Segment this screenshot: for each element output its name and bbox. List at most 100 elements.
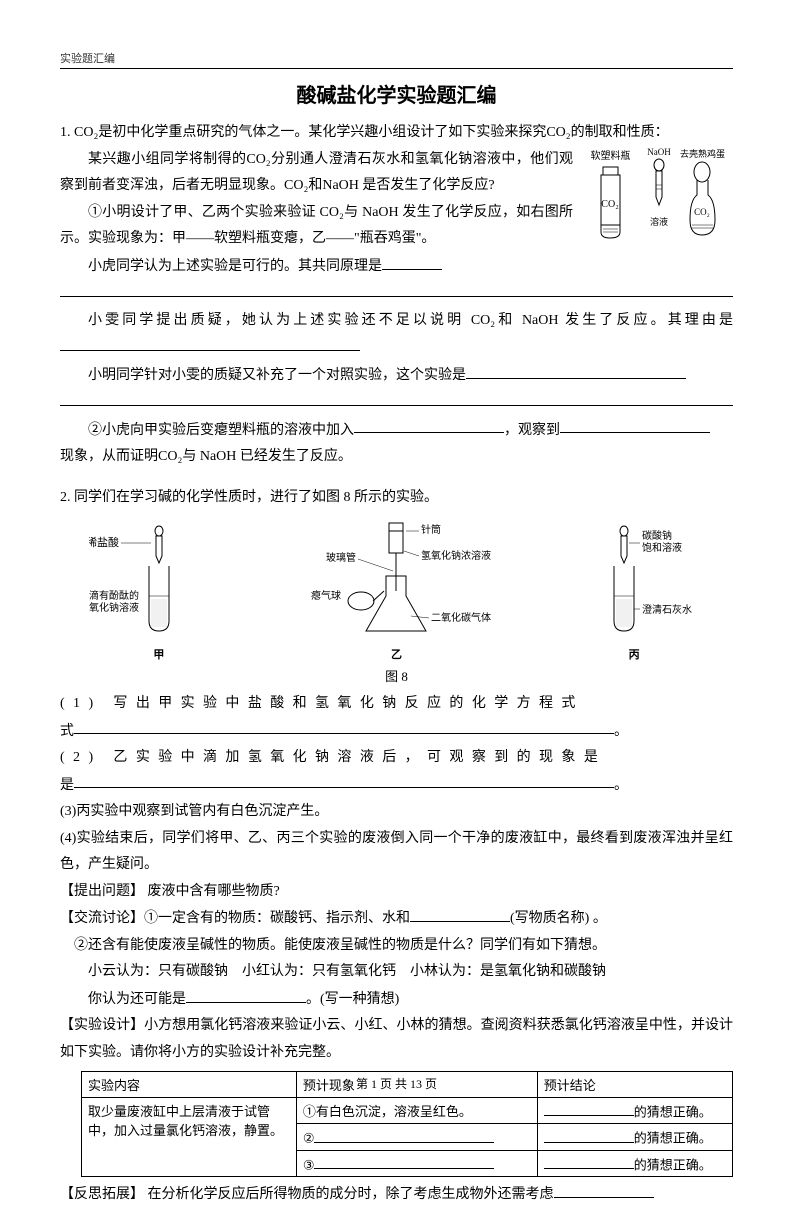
dropper-icon bbox=[644, 157, 674, 212]
q2-guess-you-b: 。(写一种猜想) bbox=[306, 992, 399, 1007]
blank bbox=[544, 1127, 634, 1143]
r3c3: 的猜想正确。 bbox=[537, 1150, 732, 1177]
blank bbox=[382, 253, 442, 270]
q2-raise-q: 【提出问题】 废液中含有哪些物质? bbox=[60, 879, 733, 906]
page-header: 实验题汇编 bbox=[60, 50, 733, 69]
q2-reflect: 【反思拓展】 在分析化学反应后所得物质的成分时，除了考虑生成物外还需考虑 bbox=[60, 1187, 554, 1202]
label-jia: 甲 bbox=[89, 646, 229, 662]
q2-figure-row: 稀盐酸 滴有酚酞的 氢氧化钠溶液 甲 针筒 玻璃管 氢氧化钠浓溶液 二氧化碳气体 bbox=[60, 521, 733, 662]
guess3: 小林认为：是氢氧化钠和碳酸钠 bbox=[410, 964, 606, 979]
num: ③ bbox=[303, 1157, 315, 1172]
blank bbox=[354, 417, 504, 434]
q2-guess-you-a: 你认为还可能是 bbox=[88, 992, 186, 1007]
blank bbox=[74, 772, 614, 789]
doc-title: 酸碱盐化学实验题汇编 bbox=[60, 79, 733, 108]
q2-sub1-cont: 式 bbox=[60, 723, 74, 738]
q2-discuss1b: (写物质名称) 。 bbox=[510, 911, 607, 926]
q1-p2b: 小虎同学认为上述实验是可行的。其共同原理是 bbox=[88, 259, 382, 274]
page-current: 第 1 页 bbox=[356, 1077, 392, 1091]
svg-text:滴有酚酞的: 滴有酚酞的 bbox=[89, 589, 139, 602]
svg-text:氢氧化钠溶液: 氢氧化钠溶液 bbox=[89, 601, 139, 614]
q2-discuss1-line: 【交流讨论】①一定含有的物质：碳酸钙、指示剂、水和(写物质名称) 。 bbox=[60, 905, 733, 932]
tube-bing-icon: 碳酸钠 饱和溶液 澄清石灰水 bbox=[564, 521, 704, 641]
suffix: 的猜想正确。 bbox=[634, 1157, 712, 1172]
blank-line-2 bbox=[60, 389, 733, 416]
svg-text:针筒: 针筒 bbox=[421, 523, 441, 536]
q1-p5c: 现象，从而证明CO₂与 NaOH 已经发生了反应。 bbox=[60, 444, 733, 471]
blank bbox=[60, 280, 733, 297]
suffix: 的猜想正确。 bbox=[634, 1131, 712, 1146]
blank bbox=[314, 1154, 494, 1170]
apparatus-bing: 碳酸钠 饱和溶液 澄清石灰水 丙 bbox=[564, 521, 704, 662]
flask-egg-icon: CO₂ bbox=[680, 160, 725, 240]
q1-p5-line: ②小虎向甲实验后变瘪塑料瓶的溶液中加入 ，观察到 bbox=[60, 417, 733, 444]
r3c2: ③ bbox=[296, 1150, 537, 1177]
q2-discuss2: ②还含有能使废液呈碱性的物质。能使废液呈碱性的物质是什么？同学们有如下猜想。 bbox=[60, 933, 733, 960]
svg-text:CO₂: CO₂ bbox=[601, 199, 618, 210]
q1-p3-line: 小雯同学提出质疑，她认为上述实验还不足以说明 CO₂和 NaOH 发生了反应。其… bbox=[60, 308, 733, 362]
r1c3: 的猜想正确。 bbox=[537, 1097, 732, 1124]
q1-figure: 软塑料瓶 CO₂ NaOH 溶液 去壳熟鸡蛋 CO₂ bbox=[583, 147, 733, 245]
blank bbox=[554, 1181, 654, 1198]
svg-text:瘪气球: 瘪气球 bbox=[311, 589, 341, 602]
blank bbox=[544, 1101, 634, 1117]
num: ② bbox=[303, 1131, 315, 1146]
blank bbox=[544, 1154, 634, 1170]
page-footer: 第 1 页 共 13 页 bbox=[0, 1075, 793, 1092]
apparatus-jia: 稀盐酸 滴有酚酞的 氢氧化钠溶液 甲 bbox=[89, 521, 229, 662]
svg-text:氢氧化钠浓溶液: 氢氧化钠浓溶液 bbox=[421, 549, 491, 562]
blank bbox=[466, 362, 686, 379]
blank bbox=[410, 905, 510, 922]
q1-p4: 小明同学针对小雯的质疑又补充了一个对照实验，这个实验是 bbox=[88, 368, 466, 383]
svg-text:饱和溶液: 饱和溶液 bbox=[642, 541, 682, 554]
blank-line-1 bbox=[60, 280, 733, 307]
q2-sub1: (1) 写出甲实验中盐酸和氢氧化钠反应的化学方程式 bbox=[60, 696, 584, 711]
label-bing: 丙 bbox=[564, 646, 704, 662]
blank bbox=[186, 986, 306, 1003]
q2-sub4: (4)实验结束后，同学们将甲、乙、丙三个实验的废液倒入同一个干净的废液缸中，最终… bbox=[60, 826, 733, 879]
guess1: 小云认为：只有碳酸钠 bbox=[88, 964, 228, 979]
q2-sub2: (2) 乙实验中滴加氢氧化钠溶液后，可观察到的现象是 bbox=[60, 750, 606, 765]
svg-text:玻璃管: 玻璃管 bbox=[326, 551, 356, 564]
q2-reflect-line: 【反思拓展】 在分析化学反应后所得物质的成分时，除了考虑生成物外还需考虑 bbox=[60, 1181, 733, 1208]
q1-p5b: ，观察到 bbox=[504, 422, 560, 437]
suffix: 的猜想正确。 bbox=[634, 1104, 712, 1119]
table-row: 取少量废液缸中上层清液于试管中，加入过量氯化钙溶液，静置。 ①有白色沉淀，溶液呈… bbox=[82, 1097, 733, 1124]
r2c3: 的猜想正确。 bbox=[537, 1124, 732, 1151]
label-yi: 乙 bbox=[286, 646, 506, 662]
svg-text:碳酸钠: 碳酸钠 bbox=[642, 529, 672, 542]
q2-guesses: 小云认为：只有碳酸钠 小红认为：只有氢氧化钙 小林认为：是氢氧化钠和碳酸钠 bbox=[60, 959, 733, 986]
q1-p3: 小雯同学提出质疑，她认为上述实验还不足以说明 CO₂和 NaOH 发生了反应。其… bbox=[88, 313, 733, 328]
bottle-icon: CO₂ bbox=[583, 162, 638, 242]
blank bbox=[60, 389, 733, 406]
q2-guess-you-line: 你认为还可能是 。(写一种猜想) bbox=[60, 986, 733, 1013]
r1c2: ①有白色沉淀，溶液呈红色。 bbox=[296, 1097, 537, 1124]
flask-yi-icon: 针筒 玻璃管 氢氧化钠浓溶液 二氧化碳气体 瘪气球 bbox=[286, 521, 506, 641]
q2-sub2-cont: 是 bbox=[60, 777, 74, 792]
label-egg: 去壳熟鸡蛋 bbox=[680, 147, 725, 160]
q2-sub1-line: (1) 写出甲实验中盐酸和氢氧化钠反应的化学方程式 式 。 bbox=[60, 691, 733, 745]
blank bbox=[60, 334, 360, 351]
q1-p2b-line: 小虎同学认为上述实验是可行的。其共同原理是 bbox=[60, 253, 733, 280]
svg-text:稀盐酸: 稀盐酸 bbox=[89, 535, 119, 549]
q2-sub3: (3)丙实验中观察到试管内有白色沉淀产生。 bbox=[60, 799, 733, 826]
blank bbox=[314, 1127, 494, 1143]
r1c1: 取少量废液缸中上层清液于试管中，加入过量氯化钙溶液，静置。 bbox=[82, 1097, 297, 1177]
q1-intro: 1. CO₂是初中化学重点研究的气体之一。某化学兴趣小组设计了如下实验来探究CO… bbox=[60, 120, 733, 147]
q1-p4-line: 小明同学针对小雯的质疑又补充了一个对照实验，这个实验是 bbox=[60, 362, 733, 389]
q2-sub2-end: 。 bbox=[614, 777, 628, 792]
fig8-caption: 图 8 bbox=[60, 666, 733, 685]
q2-intro: 2. 同学们在学习碱的化学性质时，进行了如图 8 所示的实验。 bbox=[60, 485, 733, 512]
blank bbox=[560, 417, 710, 434]
q1-p5a: ②小虎向甲实验后变瘪塑料瓶的溶液中加入 bbox=[88, 422, 354, 437]
q2-sub1-end: 。 bbox=[614, 723, 628, 738]
page-total: 共 13 页 bbox=[395, 1077, 437, 1091]
tube-jia-icon: 稀盐酸 滴有酚酞的 氢氧化钠溶液 bbox=[89, 521, 229, 641]
label-soft-bottle: 软塑料瓶 bbox=[583, 147, 638, 162]
svg-text:澄清石灰水: 澄清石灰水 bbox=[642, 603, 692, 616]
q2-sub2-line: (2) 乙实验中滴加氢氧化钠溶液后，可观察到的现象是 是 。 bbox=[60, 745, 733, 799]
r2c2: ② bbox=[296, 1124, 537, 1151]
blank bbox=[74, 718, 614, 735]
apparatus-yi: 针筒 玻璃管 氢氧化钠浓溶液 二氧化碳气体 瘪气球 乙 bbox=[286, 521, 506, 662]
guess2: 小红认为：只有氢氧化钙 bbox=[242, 964, 396, 979]
